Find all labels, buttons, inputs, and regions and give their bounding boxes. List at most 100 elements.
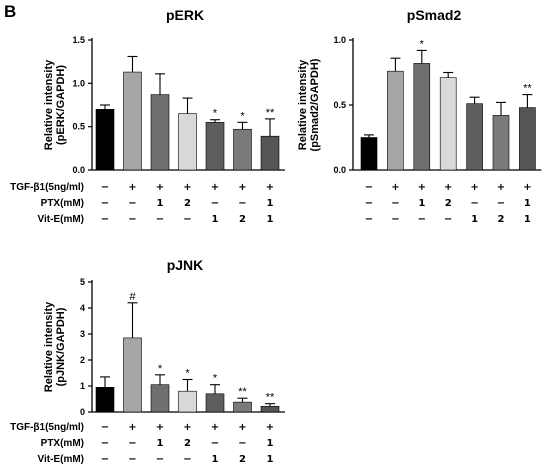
y-axis-label-line: (pJNK/GAPDH) [55,307,67,386]
y-axis-label: Relative intensity(pJNK/GAPDH) [43,301,67,392]
y-tick-label: 0.0 [72,165,85,175]
condition-symbol: 1 [524,198,531,209]
condition-symbol: + [497,182,505,193]
bar [260,405,280,413]
y-axis-label-line: Relative intensity [43,301,55,392]
y-tick-label: 1.5 [72,35,85,45]
condition-symbol: − [470,198,478,209]
condition-symbol: − [101,182,109,193]
y-axis-label-line: (pSmad2/GAPDH) [309,58,321,151]
condition-symbol: − [365,214,373,225]
condition-row-label: PTX(mM) [41,438,84,449]
chart-psmad2: pSmad2 Relative intensity(pSmad2/GAPDH) 0.… [297,7,542,225]
bar [519,107,536,171]
y-tick-label: 0.0 [333,165,346,175]
significance-marker: ** [523,83,532,95]
condition-row-label: Vit-E(mM) [38,454,84,465]
condition-symbol: − [183,454,191,465]
chart-title: pJNK [167,257,204,273]
condition-symbol: 1 [267,198,274,209]
condition-symbol: − [101,198,109,209]
bar [466,103,483,171]
condition-symbol: 1 [157,438,164,449]
significance-marker: * [185,368,190,380]
y-tick-label: 2 [80,355,85,365]
bar [260,135,280,171]
condition-symbol: − [365,182,373,193]
condition-symbol: − [238,198,246,209]
condition-symbol: + [238,182,246,193]
condition-symbol: − [101,454,109,465]
condition-symbol: + [470,182,478,193]
chart-title: pERK [166,7,204,23]
bar [387,70,404,171]
bar [492,115,510,171]
condition-symbol: − [238,438,246,449]
condition-symbol: − [391,214,399,225]
condition-symbol: − [365,198,373,209]
significance-marker: * [213,373,218,385]
bar [150,384,170,413]
condition-symbol: − [156,454,164,465]
condition-symbol: − [211,198,219,209]
condition-symbol: − [391,198,399,209]
bar [413,63,431,171]
condition-symbol: 1 [418,198,425,209]
chart-title: pSmad2 [407,7,462,23]
significance-marker: # [129,291,136,303]
condition-symbol: + [523,182,531,193]
y-tick-label: 4 [80,303,85,313]
condition-symbol: 2 [239,214,246,225]
condition-symbol: 1 [157,198,164,209]
y-tick-label: 1.0 [333,35,346,45]
bar [233,401,252,413]
condition-symbol: − [444,214,452,225]
condition-symbol: 1 [524,214,531,225]
bar [205,393,225,413]
condition-symbol: 2 [184,438,191,449]
bar [150,94,170,171]
bar [178,113,197,171]
y-tick-label: 0.5 [72,122,85,132]
condition-symbol: + [156,182,164,193]
condition-symbol: + [418,182,426,193]
significance-marker: * [158,363,163,375]
condition-symbol: − [183,214,191,225]
significance-marker: ** [238,386,247,398]
condition-symbol: 1 [267,438,274,449]
bar [123,71,142,171]
condition-row-label: PTX(mM) [41,198,84,209]
panel-letter: B [4,2,16,21]
significance-marker: ** [266,392,275,404]
bar [439,77,457,171]
condition-symbol: + [183,182,191,193]
bar [205,122,225,171]
condition-symbol: − [128,198,136,209]
condition-symbol: + [128,182,136,193]
significance-marker: * [240,110,245,122]
condition-symbol: 1 [212,454,219,465]
bar [233,128,252,171]
y-axis-label-line: Relative intensity [297,59,309,150]
condition-symbol: − [101,438,109,449]
condition-symbol: 2 [184,198,191,209]
y-tick-label: 1.0 [72,78,85,88]
condition-symbol: − [101,422,109,433]
condition-symbol: 1 [267,454,274,465]
bar [360,137,378,171]
condition-symbol: + [238,422,246,433]
condition-row-label: TGF-β1(5ng/ml) [10,182,84,193]
condition-symbol: + [391,182,399,193]
significance-marker: * [213,108,218,120]
condition-symbol: 1 [267,214,274,225]
significance-marker: ** [266,107,275,119]
condition-symbol: + [183,422,191,433]
bar [95,386,115,413]
condition-symbol: 2 [498,214,505,225]
chart-pjnk: pJNK Relative intensity(pJNK/GAPDH) 0 1 2 3 4 5… [10,257,285,465]
y-tick-label: 0 [80,407,85,417]
condition-symbol: + [266,182,274,193]
condition-symbol: + [266,422,274,433]
condition-symbol: − [128,454,136,465]
